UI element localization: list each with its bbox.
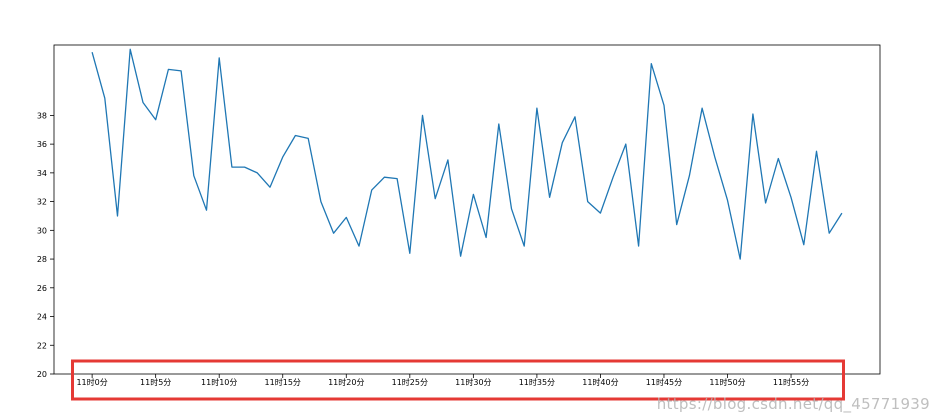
x-tick-label: 11时20分 xyxy=(328,377,364,387)
data-point xyxy=(231,166,233,168)
series-layer xyxy=(91,48,843,260)
x-axis-highlight-box xyxy=(71,359,845,401)
plot-area xyxy=(53,44,881,375)
x-tick-label: 11时0分 xyxy=(76,377,107,387)
data-point xyxy=(307,137,309,139)
data-point xyxy=(345,216,347,218)
data-point xyxy=(726,199,728,201)
data-point xyxy=(777,157,779,159)
y-tick-label: 22 xyxy=(37,341,47,350)
data-point xyxy=(269,186,271,188)
data-point xyxy=(459,255,461,257)
x-tick-label: 11时35分 xyxy=(519,377,555,387)
data-point xyxy=(370,189,372,191)
data-point xyxy=(256,172,258,174)
data-point xyxy=(815,150,817,152)
data-point xyxy=(447,159,449,161)
data-point xyxy=(548,196,550,198)
watermark: https://blog.csdn.net/qq_45771939 xyxy=(656,395,930,413)
data-point xyxy=(612,176,614,178)
data-point xyxy=(180,70,182,72)
data-point xyxy=(764,202,766,204)
y-tick-label: 32 xyxy=(37,198,47,207)
data-point xyxy=(739,258,741,260)
data-point xyxy=(637,245,639,247)
data-point xyxy=(434,198,436,200)
data-point xyxy=(510,208,512,210)
data-point xyxy=(574,116,576,118)
data-point xyxy=(561,141,563,143)
y-tick-label: 34 xyxy=(37,169,47,178)
data-point xyxy=(383,176,385,178)
data-point xyxy=(752,113,754,115)
x-tick-label: 11时5分 xyxy=(140,377,171,387)
data-point xyxy=(498,123,500,125)
y-tick-label: 28 xyxy=(37,255,47,264)
data-point xyxy=(243,166,245,168)
x-tick-label: 11时55分 xyxy=(773,377,809,387)
data-point xyxy=(332,232,334,234)
x-axis: 11时0分 11时5分 11时10分 11时15分 11时20分 11时25分 11时30分… xyxy=(76,374,809,387)
data-point xyxy=(841,212,843,214)
y-tick-label: 26 xyxy=(37,284,47,293)
y-tick-label: 38 xyxy=(37,111,47,120)
series-line xyxy=(91,48,843,260)
x-tick-label: 11时40分 xyxy=(582,377,618,387)
data-point xyxy=(790,196,792,198)
data-point xyxy=(714,156,716,158)
data-point xyxy=(523,245,525,247)
data-point xyxy=(701,107,703,109)
data-point xyxy=(205,209,207,211)
data-point xyxy=(663,104,665,106)
data-point xyxy=(409,252,411,254)
x-tick-label: 11时50分 xyxy=(709,377,745,387)
data-point xyxy=(129,48,131,50)
y-tick-label: 20 xyxy=(37,370,47,379)
data-point xyxy=(650,62,652,64)
data-point xyxy=(116,215,118,217)
data-point xyxy=(294,134,296,136)
data-point xyxy=(193,175,195,177)
data-point xyxy=(282,156,284,158)
data-point xyxy=(396,177,398,179)
data-point xyxy=(828,232,830,234)
data-point xyxy=(358,245,360,247)
data-point xyxy=(142,101,144,103)
x-tick-label: 11时15分 xyxy=(265,377,301,387)
x-tick-label: 11时25分 xyxy=(392,377,428,387)
data-point xyxy=(599,212,601,214)
data-point xyxy=(104,97,106,99)
data-point xyxy=(688,175,690,177)
y-tick-label: 24 xyxy=(37,313,47,322)
x-tick-label: 11时10分 xyxy=(201,377,237,387)
y-axis: 20 22 24 26 28 30 32 34 36 38 xyxy=(37,111,54,379)
data-point xyxy=(167,68,169,70)
data-point xyxy=(421,114,423,116)
y-tick-label: 36 xyxy=(37,140,47,149)
data-point xyxy=(803,243,805,245)
plot-frame xyxy=(53,44,881,375)
data-point xyxy=(154,119,156,121)
y-tick-label: 30 xyxy=(37,226,47,235)
data-point xyxy=(536,107,538,109)
data-point xyxy=(485,236,487,238)
data-point xyxy=(587,200,589,202)
x-tick-label: 11时45分 xyxy=(646,377,682,387)
data-point xyxy=(675,223,677,225)
data-point xyxy=(218,57,220,59)
data-point xyxy=(625,143,627,145)
data-point xyxy=(91,51,93,53)
x-tick-label: 11时30分 xyxy=(455,377,491,387)
data-point xyxy=(472,193,474,195)
data-point xyxy=(320,200,322,202)
